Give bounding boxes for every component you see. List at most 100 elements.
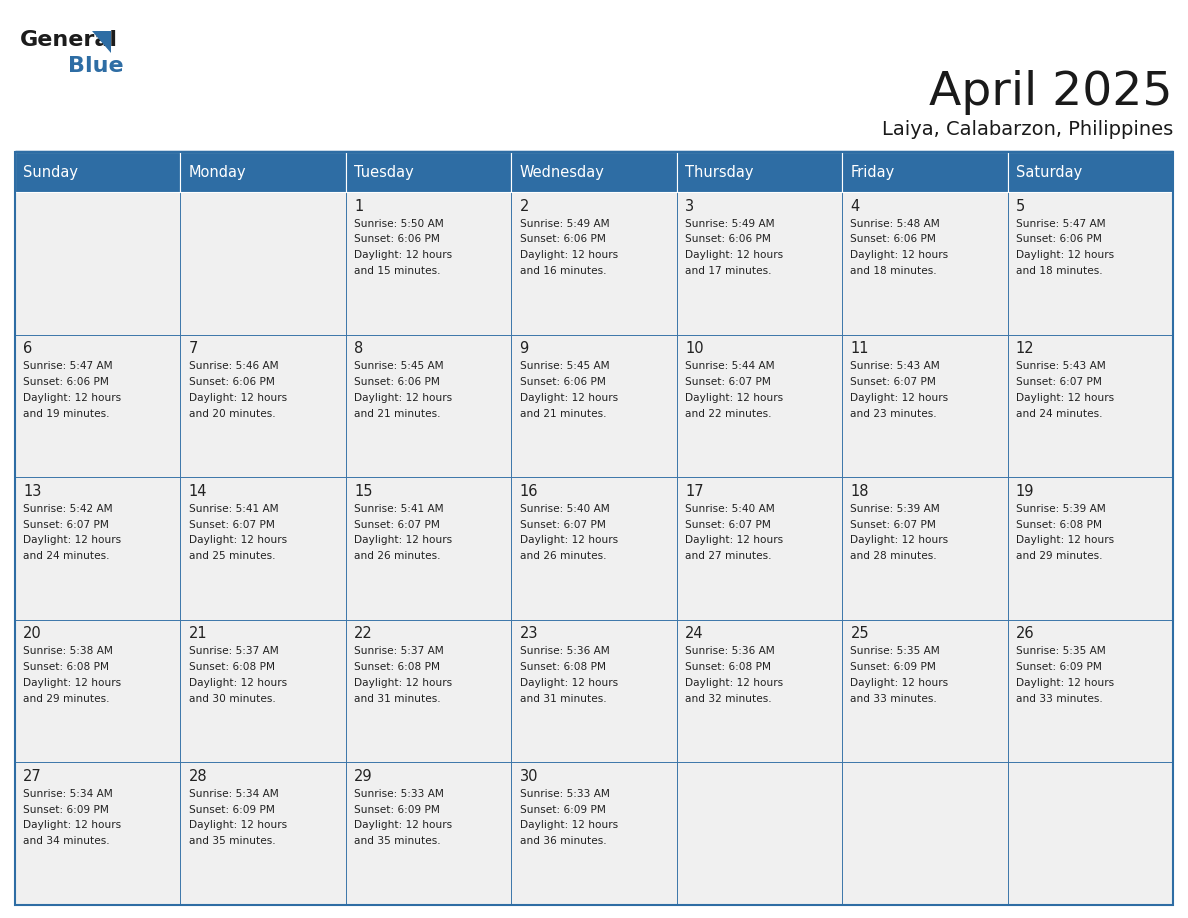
Text: and 22 minutes.: and 22 minutes.: [685, 409, 771, 419]
Text: Tuesday: Tuesday: [354, 164, 413, 180]
Text: Sunset: 6:09 PM: Sunset: 6:09 PM: [354, 805, 440, 814]
Text: Sunset: 6:06 PM: Sunset: 6:06 PM: [685, 234, 771, 244]
Text: Daylight: 12 hours: Daylight: 12 hours: [685, 677, 783, 688]
Text: Monday: Monday: [189, 164, 246, 180]
Bar: [1007, 620, 1173, 763]
Bar: [181, 334, 346, 477]
Bar: [15, 334, 181, 477]
Text: Daylight: 12 hours: Daylight: 12 hours: [24, 535, 121, 545]
Text: Daylight: 12 hours: Daylight: 12 hours: [354, 393, 453, 403]
Text: Sunday: Sunday: [24, 164, 78, 180]
Text: and 31 minutes.: and 31 minutes.: [354, 694, 441, 704]
Text: Daylight: 12 hours: Daylight: 12 hours: [851, 250, 948, 260]
Text: Sunrise: 5:35 AM: Sunrise: 5:35 AM: [1016, 646, 1106, 656]
Text: 29: 29: [354, 769, 373, 784]
Text: 20: 20: [24, 626, 42, 642]
Text: Sunrise: 5:43 AM: Sunrise: 5:43 AM: [851, 361, 940, 371]
Text: Sunrise: 5:49 AM: Sunrise: 5:49 AM: [685, 218, 775, 229]
Bar: [1007, 477, 1173, 620]
Text: Sunrise: 5:44 AM: Sunrise: 5:44 AM: [685, 361, 775, 371]
Text: Sunset: 6:06 PM: Sunset: 6:06 PM: [24, 377, 109, 386]
Text: Sunset: 6:09 PM: Sunset: 6:09 PM: [1016, 662, 1101, 672]
Text: Sunrise: 5:50 AM: Sunrise: 5:50 AM: [354, 218, 444, 229]
Text: Sunset: 6:06 PM: Sunset: 6:06 PM: [519, 377, 606, 386]
Text: 7: 7: [189, 341, 198, 356]
Text: 5: 5: [1016, 198, 1025, 214]
Text: Sunset: 6:07 PM: Sunset: 6:07 PM: [354, 520, 440, 530]
Text: Sunrise: 5:34 AM: Sunrise: 5:34 AM: [189, 789, 278, 799]
Text: and 31 minutes.: and 31 minutes.: [519, 694, 606, 704]
Text: Sunrise: 5:45 AM: Sunrise: 5:45 AM: [354, 361, 444, 371]
Text: and 21 minutes.: and 21 minutes.: [519, 409, 606, 419]
Text: Sunset: 6:07 PM: Sunset: 6:07 PM: [685, 377, 771, 386]
Text: Daylight: 12 hours: Daylight: 12 hours: [851, 677, 948, 688]
Text: Sunrise: 5:46 AM: Sunrise: 5:46 AM: [189, 361, 278, 371]
Bar: [181, 152, 346, 192]
Text: and 17 minutes.: and 17 minutes.: [685, 266, 771, 276]
Text: Daylight: 12 hours: Daylight: 12 hours: [851, 393, 948, 403]
Text: Daylight: 12 hours: Daylight: 12 hours: [24, 677, 121, 688]
Text: 17: 17: [685, 484, 703, 498]
Text: 9: 9: [519, 341, 529, 356]
Bar: [346, 192, 511, 334]
Text: and 36 minutes.: and 36 minutes.: [519, 836, 606, 846]
Text: Daylight: 12 hours: Daylight: 12 hours: [685, 393, 783, 403]
Text: Sunset: 6:06 PM: Sunset: 6:06 PM: [851, 234, 936, 244]
Bar: [511, 192, 677, 334]
Text: Daylight: 12 hours: Daylight: 12 hours: [1016, 535, 1114, 545]
Text: and 25 minutes.: and 25 minutes.: [189, 551, 276, 561]
Text: Sunrise: 5:48 AM: Sunrise: 5:48 AM: [851, 218, 940, 229]
Text: 15: 15: [354, 484, 373, 498]
Text: 30: 30: [519, 769, 538, 784]
Text: Sunset: 6:07 PM: Sunset: 6:07 PM: [189, 520, 274, 530]
Bar: [842, 334, 1007, 477]
Text: Sunrise: 5:40 AM: Sunrise: 5:40 AM: [519, 504, 609, 514]
Text: and 35 minutes.: and 35 minutes.: [189, 836, 276, 846]
Bar: [181, 620, 346, 763]
Bar: [346, 763, 511, 905]
Text: and 29 minutes.: and 29 minutes.: [1016, 551, 1102, 561]
Text: Sunset: 6:09 PM: Sunset: 6:09 PM: [519, 805, 606, 814]
Bar: [511, 152, 677, 192]
Bar: [677, 334, 842, 477]
Text: and 33 minutes.: and 33 minutes.: [1016, 694, 1102, 704]
Text: Sunrise: 5:38 AM: Sunrise: 5:38 AM: [24, 646, 113, 656]
Text: Sunrise: 5:37 AM: Sunrise: 5:37 AM: [189, 646, 278, 656]
Text: Sunset: 6:06 PM: Sunset: 6:06 PM: [519, 234, 606, 244]
Bar: [1007, 763, 1173, 905]
Text: Daylight: 12 hours: Daylight: 12 hours: [851, 535, 948, 545]
Text: 3: 3: [685, 198, 694, 214]
Text: Sunrise: 5:40 AM: Sunrise: 5:40 AM: [685, 504, 775, 514]
Bar: [1007, 334, 1173, 477]
Text: Sunrise: 5:47 AM: Sunrise: 5:47 AM: [24, 361, 113, 371]
Bar: [1007, 152, 1173, 192]
Text: 26: 26: [1016, 626, 1035, 642]
Text: Sunset: 6:07 PM: Sunset: 6:07 PM: [685, 520, 771, 530]
Text: and 21 minutes.: and 21 minutes.: [354, 409, 441, 419]
Text: Daylight: 12 hours: Daylight: 12 hours: [1016, 393, 1114, 403]
Text: 23: 23: [519, 626, 538, 642]
Bar: [842, 152, 1007, 192]
Text: and 32 minutes.: and 32 minutes.: [685, 694, 772, 704]
Text: Sunset: 6:06 PM: Sunset: 6:06 PM: [189, 377, 274, 386]
Text: and 20 minutes.: and 20 minutes.: [189, 409, 276, 419]
Text: 24: 24: [685, 626, 703, 642]
Text: Sunrise: 5:41 AM: Sunrise: 5:41 AM: [354, 504, 444, 514]
Text: Sunrise: 5:49 AM: Sunrise: 5:49 AM: [519, 218, 609, 229]
Text: 25: 25: [851, 626, 870, 642]
Text: Sunset: 6:07 PM: Sunset: 6:07 PM: [24, 520, 109, 530]
Bar: [181, 763, 346, 905]
Text: and 35 minutes.: and 35 minutes.: [354, 836, 441, 846]
Text: Daylight: 12 hours: Daylight: 12 hours: [519, 821, 618, 831]
Bar: [346, 477, 511, 620]
Text: and 24 minutes.: and 24 minutes.: [24, 551, 109, 561]
Text: Daylight: 12 hours: Daylight: 12 hours: [354, 677, 453, 688]
Text: 27: 27: [24, 769, 42, 784]
Text: Sunrise: 5:45 AM: Sunrise: 5:45 AM: [519, 361, 609, 371]
Bar: [842, 763, 1007, 905]
Text: Sunrise: 5:47 AM: Sunrise: 5:47 AM: [1016, 218, 1106, 229]
Text: 19: 19: [1016, 484, 1035, 498]
Text: 4: 4: [851, 198, 860, 214]
Bar: [511, 620, 677, 763]
Bar: [677, 477, 842, 620]
